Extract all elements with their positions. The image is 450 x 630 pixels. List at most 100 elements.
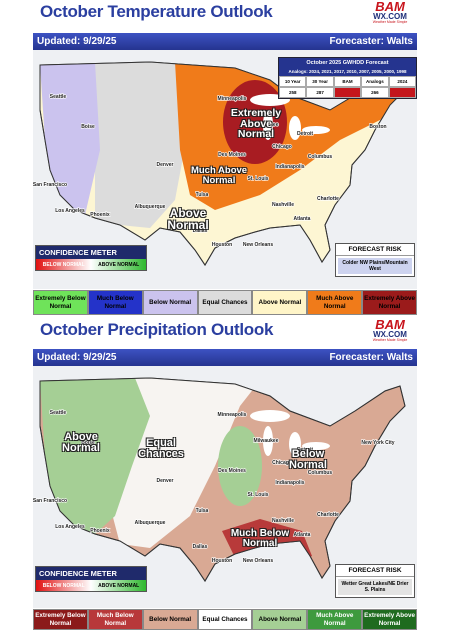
city-label: Seattle [50, 94, 67, 100]
meter-left: BELOW NORMAL [42, 261, 85, 268]
above-normal-region [218, 426, 262, 506]
city-label: Detroit [297, 447, 313, 453]
table-column-header: 30 Year [306, 76, 334, 87]
equal-chances-region [95, 62, 190, 228]
city-label: Boise [81, 440, 95, 446]
legend-entry: Below Normal [142, 609, 198, 630]
meter-left: BELOW NORMAL [42, 582, 85, 589]
logo-name: BAM [375, 0, 405, 14]
title: October Precipitation Outlook [40, 320, 274, 339]
legend-entry: Extremely Below Normal [33, 290, 88, 315]
map-svg: Seattle Boise San Francisco Los Angeles Phoe… [33, 61, 406, 266]
below-normal-region [40, 62, 100, 215]
city-label: Milwaukee [253, 438, 278, 444]
risk-title: FORECAST RISK [336, 244, 414, 256]
city-label: Los Angeles [55, 208, 85, 214]
info-bar: Updated: 9/29/25 Forecaster: Walts [33, 33, 417, 50]
city-label: Chicago [272, 144, 292, 150]
title: October Temperature Outlook [40, 2, 273, 21]
lake [289, 116, 301, 140]
city-label: Charlotte [317, 196, 339, 202]
city-label: Boise [81, 124, 95, 130]
table-value [333, 87, 362, 98]
map-label: Extremely Above Normal [230, 107, 282, 140]
city-label: Nashville [272, 518, 294, 524]
city-label: Columbus [308, 154, 333, 160]
city-label: Des Moines [218, 152, 246, 158]
updated: Updated: 9/29/25 [37, 352, 117, 363]
legend: Extremely Below Normal Much Below Normal B… [33, 290, 418, 315]
legend-entry: Below Normal [142, 290, 198, 315]
city-label: Denver [157, 478, 174, 484]
table-values: 258 287 266 [279, 87, 417, 98]
lake [250, 410, 290, 422]
meter-gauge: BELOW NORMAL ABOVE NORMAL [36, 259, 146, 270]
meter-title: CONFIDENCE METER [36, 246, 146, 259]
city-label: Nashville [272, 202, 294, 208]
updated: Updated: 9/29/25 [37, 36, 117, 47]
logo-tagline: Weather Made Simple [372, 338, 408, 342]
legend-entry: Extremely Below Normal [33, 609, 88, 630]
city-label: Charlotte [317, 512, 339, 518]
legend-entry: Above Normal [252, 290, 308, 315]
city-label: Detroit [297, 131, 313, 137]
legend-entry: Much Below Normal [87, 609, 143, 630]
city-label: Houston [212, 242, 232, 248]
city-label: San Francisco [33, 182, 67, 188]
table-title: October 2025 GWHDD Forecast [279, 58, 416, 68]
table-value [388, 87, 417, 98]
legend-entry: Much Above Normal [307, 290, 363, 315]
legend-entry: Much Above Normal [307, 609, 363, 630]
precipitation-panel: October Precipitation Outlook BAM WX.COM… [0, 318, 450, 630]
meter-right: ABOVE NORMAL [98, 582, 140, 589]
lake [302, 442, 330, 450]
city-label: Albuquerque [135, 204, 166, 210]
city-label: Los Angeles [55, 524, 85, 530]
city-label: Chicago [272, 460, 292, 466]
city-label: Atlanta [294, 532, 311, 538]
lake [289, 432, 301, 456]
city-label: Milwaukee [253, 122, 278, 128]
table-value: 266 [361, 87, 389, 98]
logo: BAM WX.COM Weather Made Simple [362, 0, 418, 25]
lake [263, 426, 273, 456]
logo-tagline: Weather Made Simple [372, 20, 408, 24]
table-value: 258 [279, 87, 307, 98]
city-label: St. Louis [247, 492, 268, 498]
city-label: Indianapolis [275, 164, 304, 170]
map: Seattle Boise San Francisco Los Angeles Phoe… [33, 366, 417, 608]
gwhdd-table: October 2025 GWHDD Forecast Analogs: 202… [278, 57, 417, 99]
map-label: Above Normal [62, 431, 100, 454]
legend-entry: Extremely Above Normal [362, 290, 418, 315]
city-label: Minneapolis [218, 412, 247, 418]
city-label: Denver [157, 162, 174, 168]
table-column-header: 10 Year [279, 76, 307, 87]
city-label: Indianapolis [275, 480, 304, 486]
above-normal-region [40, 378, 150, 534]
city-label: San Francisco [33, 498, 67, 504]
meter-gauge: BELOW NORMAL ABOVE NORMAL [36, 580, 146, 591]
map-label: Much Below Normal [230, 528, 290, 549]
city-label: St. Louis [247, 176, 268, 182]
city-label: Albuquerque [135, 520, 166, 526]
legend: Extremely Below Normal Much Below Normal B… [33, 609, 418, 630]
temperature-panel: October Temperature Outlook BAM WX.COM W… [33, 0, 418, 315]
map-label: Below Normal [289, 448, 327, 471]
legend-entry: Equal Chances [197, 609, 253, 630]
info-bar: Updated: 9/29/25 Forecaster: Walts [33, 349, 417, 366]
city-label: Columbus [308, 470, 333, 476]
legend-entry: Equal Chances [197, 290, 253, 315]
confidence-meter: CONFIDENCE METER BELOW NORMAL ABOVE NORMA… [35, 566, 147, 592]
legend-entry: Extremely Above Normal [362, 609, 418, 630]
map-label: Equal Chances [138, 437, 184, 460]
map-label: Above Normal [167, 206, 209, 232]
map: Seattle Boise San Francisco Los Angeles Phoe… [33, 50, 417, 289]
confidence-meter: CONFIDENCE METER BELOW NORMAL ABOVE NORMA… [35, 245, 147, 271]
city-label: Tulsa [196, 508, 209, 514]
logo-site: WX.COM [373, 12, 407, 21]
city-label: Atlanta [294, 216, 311, 222]
risk-text: Wetter Great Lakes/NE Drier S. Plains [338, 579, 412, 595]
city-label: Dallas [193, 544, 208, 550]
table-column-header: BAM [333, 76, 362, 87]
